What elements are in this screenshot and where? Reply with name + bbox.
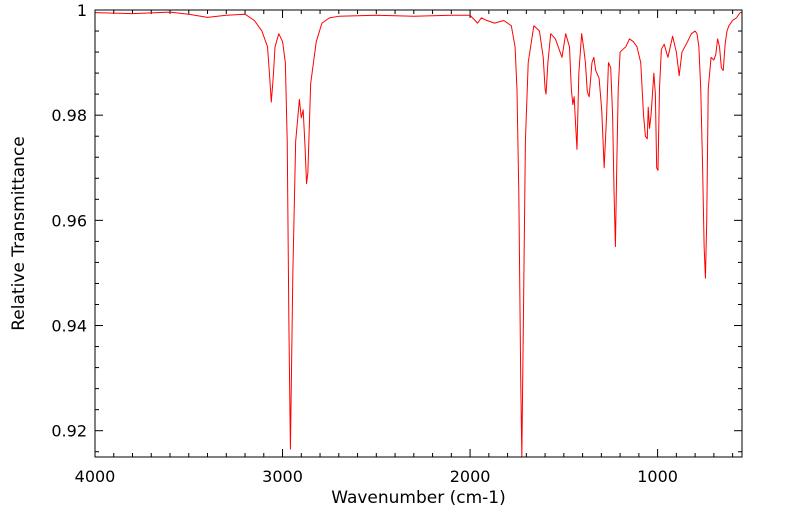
x-tick-label: 3000 [262,467,303,486]
spectrum-line [94,11,742,458]
y-tick-labels: 1 0.98 0.96 0.94 0.92 [51,1,87,441]
x-tick-labels: 4000 3000 2000 1000 [75,467,678,486]
major-ticks [94,9,742,457]
x-tick-label: 1000 [637,467,678,486]
x-tick-label: 4000 [75,467,116,486]
y-tick-label: 0.94 [51,317,87,336]
minor-ticks [95,10,742,457]
y-tick-label: 0.98 [51,106,87,125]
y-tick-label: 1 [77,1,87,20]
x-axis-label: Wavenumber (cm-1) [331,488,506,508]
x-tick-label: 2000 [450,467,491,486]
y-tick-label: 0.96 [51,211,87,230]
plot-frame [94,9,743,458]
y-tick-label: 0.92 [51,422,87,441]
y-axis-label: Relative Transmittance [9,136,29,331]
